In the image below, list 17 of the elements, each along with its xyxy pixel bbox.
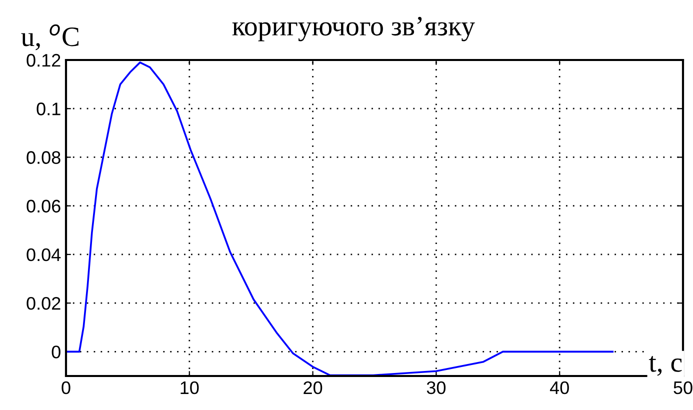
y-tick-label: 0 <box>52 346 60 358</box>
y-tick-label: 0.08 <box>26 151 60 164</box>
x-tick-label: 0 <box>62 381 70 394</box>
x-axis-title: t, c <box>648 356 682 376</box>
y-tick-label: 0.1 <box>36 102 60 116</box>
y-tick-label: 0.12 <box>26 54 60 67</box>
y-tick-label: 0.04 <box>26 248 61 262</box>
chart-title: коригуючого зв’язку <box>232 16 475 42</box>
x-tick-label: 50 <box>674 381 692 394</box>
y-axis-title: u, $^{o}$C <box>21 24 78 50</box>
x-tick-label: 30 <box>426 381 446 394</box>
line-series <box>66 62 614 376</box>
y-tick-label: 0.06 <box>26 200 60 213</box>
y-tick-label: 0.02 <box>26 297 60 310</box>
x-tick-label: 10 <box>180 381 199 394</box>
x-tick-label: 20 <box>304 381 322 394</box>
x-tick-label: 40 <box>550 381 569 394</box>
